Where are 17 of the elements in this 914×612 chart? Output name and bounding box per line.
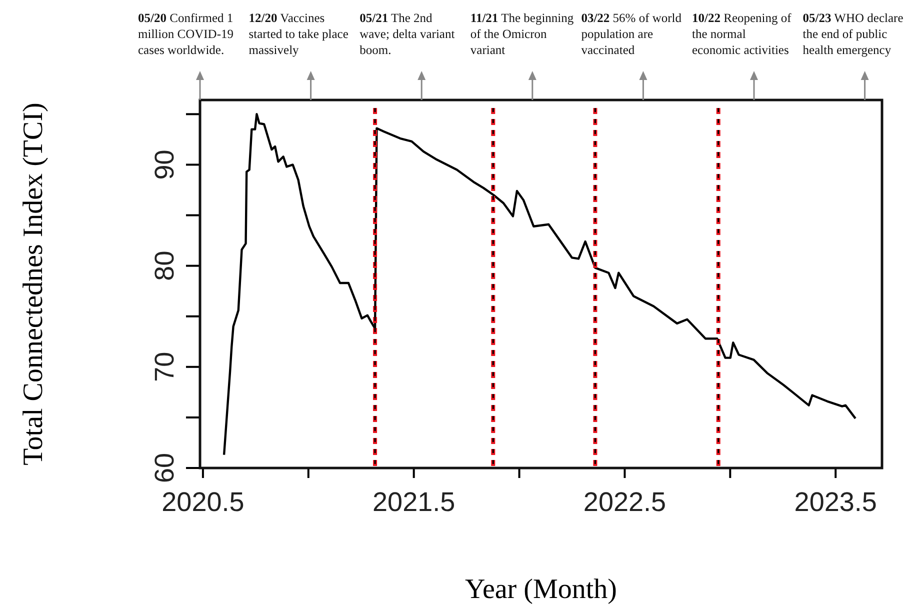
x-tick-label: 2022.5 xyxy=(583,487,666,518)
text: 10/22 Reopening of the normal economic activities xyxy=(692,11,792,57)
text: 05/20 Confirmed 1 million COVID-19 cases worldwide. xyxy=(138,11,234,57)
x-tick-label: 2023.5 xyxy=(794,487,877,518)
text: 12/20 Vaccines started to take place massively xyxy=(248,11,348,57)
text: 05/23 WHO declare the end of public health emergency xyxy=(802,11,904,57)
text: 11/21 The beginning of the Omicron variant xyxy=(470,11,574,57)
y-tick-label: 80 xyxy=(149,250,180,281)
x-tick-label: 2021.5 xyxy=(372,487,456,518)
y-tick-label: 90 xyxy=(149,150,180,180)
y-tick-label: 60 xyxy=(149,452,180,484)
y-tick-label: 70 xyxy=(149,352,180,382)
y-axis-title: Total Connectednes Index (TCI) xyxy=(18,102,49,466)
text: 03/22 56% of world population are vaccinated xyxy=(581,11,682,57)
x-axis-title: Year (Month) xyxy=(465,574,617,605)
x-tick-label: 2020.5 xyxy=(162,487,244,518)
text: 05/21 The 2nd wave; delta variant boom. xyxy=(360,11,455,57)
